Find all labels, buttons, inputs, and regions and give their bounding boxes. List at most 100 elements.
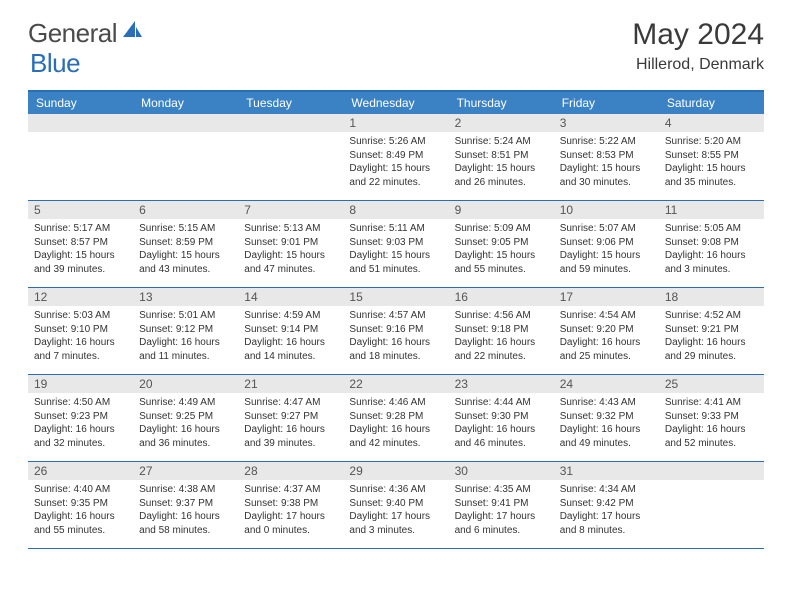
day-info-line: Sunset: 9:16 PM [349,323,442,337]
empty-day-bar [133,114,238,132]
day-info-line: and 30 minutes. [560,176,653,190]
day-info-line: Sunset: 9:41 PM [455,497,548,511]
day-info-line: Daylight: 16 hours [349,423,442,437]
day-number: 28 [238,462,343,480]
day-info-line: Sunrise: 4:57 AM [349,309,442,323]
weekday-header: Sunday [28,92,133,114]
day-body: Sunrise: 5:11 AMSunset: 9:03 PMDaylight:… [343,219,448,279]
day-info-line: Daylight: 16 hours [560,423,653,437]
day-info-line: Sunset: 8:49 PM [349,149,442,163]
day-body: Sunrise: 4:34 AMSunset: 9:42 PMDaylight:… [554,480,659,540]
week-row: 5Sunrise: 5:17 AMSunset: 8:57 PMDaylight… [28,201,764,288]
day-body: Sunrise: 5:07 AMSunset: 9:06 PMDaylight:… [554,219,659,279]
day-body: Sunrise: 4:46 AMSunset: 9:28 PMDaylight:… [343,393,448,453]
day-body: Sunrise: 5:13 AMSunset: 9:01 PMDaylight:… [238,219,343,279]
day-info-line: Sunset: 9:20 PM [560,323,653,337]
day-number: 17 [554,288,659,306]
day-number: 24 [554,375,659,393]
day-info-line: Sunset: 9:03 PM [349,236,442,250]
day-number: 5 [28,201,133,219]
day-info-line: Daylight: 17 hours [244,510,337,524]
day-cell: 14Sunrise: 4:59 AMSunset: 9:14 PMDayligh… [238,288,343,374]
day-cell [28,114,133,200]
day-body: Sunrise: 5:24 AMSunset: 8:51 PMDaylight:… [449,132,554,192]
day-info-line: Sunset: 9:23 PM [34,410,127,424]
day-info-line: Sunrise: 4:46 AM [349,396,442,410]
day-info-line: Daylight: 16 hours [455,423,548,437]
day-info-line: Sunrise: 5:26 AM [349,135,442,149]
day-number: 20 [133,375,238,393]
day-number: 26 [28,462,133,480]
day-info-line: and 52 minutes. [665,437,758,451]
day-number: 19 [28,375,133,393]
day-cell: 6Sunrise: 5:15 AMSunset: 8:59 PMDaylight… [133,201,238,287]
day-body: Sunrise: 4:40 AMSunset: 9:35 PMDaylight:… [28,480,133,540]
day-info-line: Daylight: 15 hours [349,162,442,176]
empty-day-bar [238,114,343,132]
day-cell: 20Sunrise: 4:49 AMSunset: 9:25 PMDayligh… [133,375,238,461]
day-info-line: Daylight: 15 hours [244,249,337,263]
day-info-line: Daylight: 16 hours [455,336,548,350]
logo-text-general: General [28,18,117,49]
day-info-line: and 59 minutes. [560,263,653,277]
day-number: 13 [133,288,238,306]
week-row: 12Sunrise: 5:03 AMSunset: 9:10 PMDayligh… [28,288,764,375]
day-body: Sunrise: 5:26 AMSunset: 8:49 PMDaylight:… [343,132,448,192]
day-info-line: Sunset: 9:27 PM [244,410,337,424]
day-info-line: Sunset: 9:32 PM [560,410,653,424]
day-body: Sunrise: 4:59 AMSunset: 9:14 PMDaylight:… [238,306,343,366]
day-info-line: Sunrise: 4:59 AM [244,309,337,323]
weekday-header: Saturday [659,92,764,114]
day-info-line: Daylight: 15 hours [560,162,653,176]
day-body: Sunrise: 4:37 AMSunset: 9:38 PMDaylight:… [238,480,343,540]
day-cell [659,462,764,548]
day-info-line: Sunrise: 4:36 AM [349,483,442,497]
day-info-line: Daylight: 16 hours [349,336,442,350]
weekday-header-row: SundayMondayTuesdayWednesdayThursdayFrid… [28,92,764,114]
day-info-line: Daylight: 17 hours [455,510,548,524]
day-body: Sunrise: 4:49 AMSunset: 9:25 PMDaylight:… [133,393,238,453]
location: Hillerod, Denmark [632,56,764,74]
empty-day-bar [659,462,764,480]
day-cell: 12Sunrise: 5:03 AMSunset: 9:10 PMDayligh… [28,288,133,374]
day-cell: 11Sunrise: 5:05 AMSunset: 9:08 PMDayligh… [659,201,764,287]
week-row: 26Sunrise: 4:40 AMSunset: 9:35 PMDayligh… [28,462,764,549]
day-info-line: and 58 minutes. [139,524,232,538]
day-info-line: Daylight: 16 hours [244,423,337,437]
day-number: 25 [659,375,764,393]
day-info-line: and 11 minutes. [139,350,232,364]
day-info-line: Sunset: 9:10 PM [34,323,127,337]
day-info-line: Sunset: 8:53 PM [560,149,653,163]
day-info-line: and 25 minutes. [560,350,653,364]
day-info-line: Sunrise: 4:52 AM [665,309,758,323]
day-info-line: and 0 minutes. [244,524,337,538]
day-info-line: and 29 minutes. [665,350,758,364]
day-info-line: and 6 minutes. [455,524,548,538]
day-info-line: Sunrise: 5:13 AM [244,222,337,236]
day-info-line: Sunset: 9:35 PM [34,497,127,511]
day-info-line: Sunrise: 5:03 AM [34,309,127,323]
day-info-line: Sunrise: 4:41 AM [665,396,758,410]
day-cell: 27Sunrise: 4:38 AMSunset: 9:37 PMDayligh… [133,462,238,548]
day-info-line: and 22 minutes. [455,350,548,364]
weekday-header: Tuesday [238,92,343,114]
day-cell [133,114,238,200]
day-number: 4 [659,114,764,132]
day-body: Sunrise: 4:57 AMSunset: 9:16 PMDaylight:… [343,306,448,366]
day-cell: 15Sunrise: 4:57 AMSunset: 9:16 PMDayligh… [343,288,448,374]
day-cell: 4Sunrise: 5:20 AMSunset: 8:55 PMDaylight… [659,114,764,200]
day-info-line: Sunrise: 4:54 AM [560,309,653,323]
day-info-line: Daylight: 16 hours [665,423,758,437]
day-info-line: Daylight: 15 hours [665,162,758,176]
day-cell: 21Sunrise: 4:47 AMSunset: 9:27 PMDayligh… [238,375,343,461]
day-info-line: Sunrise: 5:07 AM [560,222,653,236]
week-row: 1Sunrise: 5:26 AMSunset: 8:49 PMDaylight… [28,114,764,201]
day-info-line: Sunrise: 4:49 AM [139,396,232,410]
day-body: Sunrise: 5:05 AMSunset: 9:08 PMDaylight:… [659,219,764,279]
day-info-line: Sunset: 9:05 PM [455,236,548,250]
day-body: Sunrise: 4:43 AMSunset: 9:32 PMDaylight:… [554,393,659,453]
day-info-line: Daylight: 15 hours [349,249,442,263]
day-info-line: Daylight: 16 hours [34,423,127,437]
day-info-line: and 36 minutes. [139,437,232,451]
day-cell: 24Sunrise: 4:43 AMSunset: 9:32 PMDayligh… [554,375,659,461]
